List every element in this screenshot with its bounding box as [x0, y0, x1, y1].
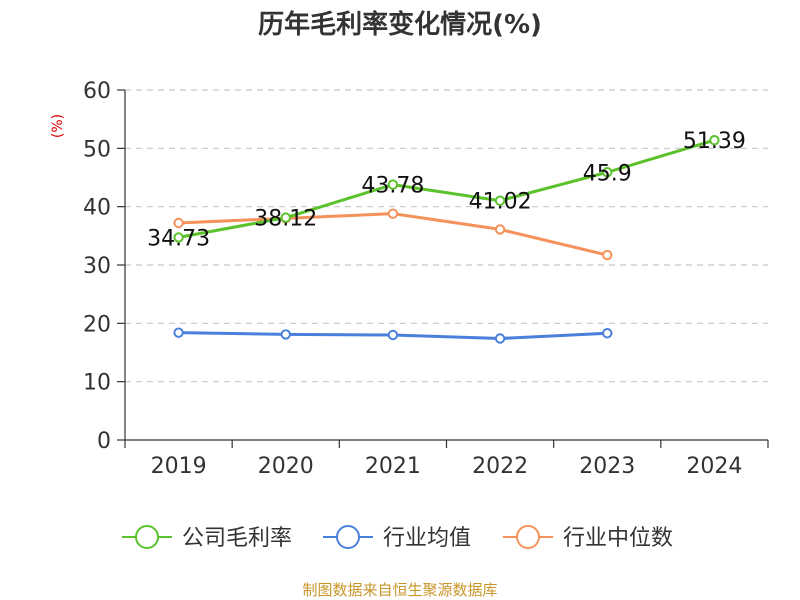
data-point-1-3: [494, 333, 506, 344]
x-tick-label-2019: 2019: [151, 454, 207, 479]
legend-swatch-marker: [336, 525, 360, 549]
data-label-2020: 38.12: [254, 207, 317, 232]
legend-label-1: 行业均值: [383, 526, 471, 551]
y-tick-label: 10: [83, 371, 111, 396]
x-tick-label-2024: 2024: [686, 454, 742, 479]
data-point-1-0: [173, 327, 184, 338]
y-tick-label: 30: [83, 254, 111, 279]
data-point-1-1: [280, 329, 291, 340]
y-tick-label: 20: [83, 312, 111, 337]
source-note: 制图数据来自恒生聚源数据库: [302, 581, 497, 599]
data-point-2-4: [602, 249, 613, 261]
axis-layer: 0 10 20 30 40 50 60 2019 2020 2021 2022 2023 2024: [83, 79, 769, 479]
data-label-2023: 45.9: [583, 161, 632, 186]
data-label-2019: 34.73: [147, 226, 210, 251]
grid-layer: [125, 89, 768, 383]
data-label-2024: 51.39: [683, 129, 746, 154]
legend-swatch-marker: [516, 525, 540, 549]
x-tick-label-2020: 2020: [258, 454, 314, 479]
legend-label-2: 行业中位数: [563, 526, 673, 551]
series-line-0: [177, 138, 716, 239]
x-tick-label-2021: 2021: [365, 454, 421, 479]
y-tick-label: 60: [83, 79, 111, 104]
legend-swatch-marker: [135, 525, 159, 549]
data-point-2-2: [387, 208, 399, 219]
series-line-2: [177, 212, 609, 257]
y-tick-label: 50: [83, 137, 111, 162]
x-tick-label-2022: 2022: [472, 454, 528, 479]
data-point-2-3: [494, 224, 506, 235]
y-tick-label: 0: [97, 429, 111, 454]
x-tick-label-2023: 2023: [579, 454, 635, 479]
data-label-layer: 34.73 38.12 43.78 41.02 45.9 51.39: [147, 129, 746, 251]
series-layer: [173, 135, 720, 344]
data-point-0-3: [494, 195, 506, 206]
data-point-0-0: [173, 232, 184, 243]
legend: 公司毛利率 行业均值 行业中位数: [122, 525, 673, 551]
chart-title: 历年毛利率变化情况(%): [258, 9, 542, 40]
data-point-0-2: [387, 179, 399, 190]
data-point-2-0: [173, 217, 184, 229]
y-axis-label: (%): [50, 114, 66, 138]
y-tick-label: 40: [83, 196, 111, 221]
data-point-1-2: [387, 329, 399, 341]
data-point-0-5: [709, 135, 720, 146]
data-point-0-4: [602, 167, 613, 178]
data-point-0-1: [280, 212, 291, 223]
data-label-2022: 41.02: [469, 190, 532, 215]
data-label-2021: 43.78: [361, 174, 424, 199]
legend-label-0: 公司毛利率: [182, 526, 292, 551]
data-point-1-4: [602, 328, 613, 339]
